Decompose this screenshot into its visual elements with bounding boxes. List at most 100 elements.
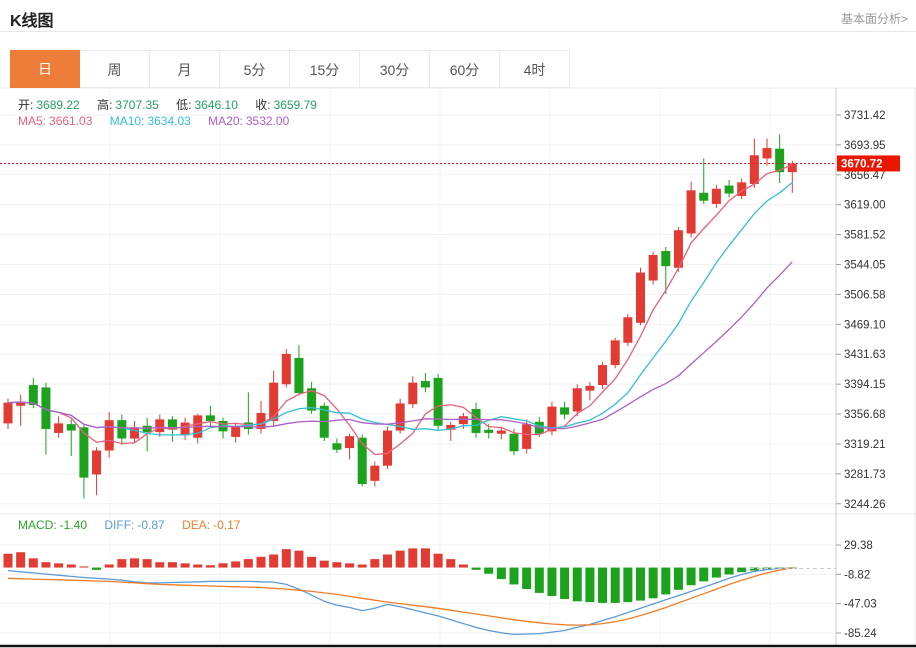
- macd-bar: [345, 563, 355, 568]
- candle-body: [155, 419, 165, 433]
- tab-30分[interactable]: 30分: [360, 50, 430, 88]
- y-axis-label: 3506.58: [844, 289, 886, 301]
- y-axis-label: 3356.68: [844, 409, 886, 421]
- diff-info: DIFF: -0.87: [104, 518, 164, 532]
- ma20-label: MA20:: [208, 114, 243, 128]
- low-label: 低:: [176, 98, 192, 112]
- macd-bar: [623, 567, 633, 603]
- macd-bar: [648, 567, 658, 599]
- tab-5分[interactable]: 5分: [220, 50, 290, 88]
- tab-60分[interactable]: 60分: [430, 50, 500, 88]
- candle-body: [16, 401, 26, 406]
- macd-bar: [130, 558, 139, 568]
- ma-info-row: MA5: 3661.03 MA10: 3634.03 MA20: 3532.00: [18, 114, 303, 128]
- macd-bar: [294, 550, 304, 568]
- y-axis-label: 3244.26: [844, 499, 886, 511]
- y-axis-label: 3431.63: [844, 349, 886, 361]
- macd-bar: [357, 564, 367, 568]
- candle-body: [231, 426, 241, 437]
- y-axis-label: 3544.05: [844, 260, 886, 272]
- ma5-line: [7, 163, 793, 456]
- dea-line: [7, 567, 793, 626]
- macd-bar: [686, 567, 696, 586]
- macd-bar: [433, 553, 443, 568]
- macd-bar: [408, 548, 418, 568]
- ma5-info: MA5: 3661.03: [18, 114, 92, 128]
- candle-body: [560, 407, 570, 415]
- high-info: 高: 3707.35: [97, 98, 159, 112]
- macd-bar: [3, 553, 13, 568]
- candle-body: [585, 385, 595, 391]
- candle-body: [269, 382, 279, 421]
- tab-周[interactable]: 周: [80, 50, 150, 88]
- candle-body: [66, 424, 76, 431]
- candle-body: [420, 381, 430, 388]
- low-info: 低: 3646.10: [176, 98, 238, 112]
- candle-body: [117, 420, 127, 439]
- macd-bar: [458, 564, 468, 568]
- macd-bar: [256, 556, 266, 568]
- candle-body: [370, 465, 380, 481]
- page-title: K线图: [10, 13, 54, 30]
- y-axis-label: 3731.42: [844, 110, 886, 122]
- candle-body: [496, 430, 506, 434]
- macd-bar: [496, 567, 506, 580]
- tab-4时[interactable]: 4时: [500, 50, 570, 88]
- tab-日[interactable]: 日: [10, 50, 80, 88]
- period-tab-bar: 日周月 5分 15分 30分 60分 4时: [10, 50, 570, 88]
- macd-bar: [547, 567, 557, 596]
- candle-body: [522, 424, 532, 449]
- candle-body: [167, 419, 177, 430]
- macd-info-row: MACD: -1.40 DIFF: -0.87 DEA: -0.17: [18, 518, 254, 532]
- macd-bar: [636, 567, 645, 601]
- high-label: 高:: [97, 98, 113, 112]
- candle-body: [130, 427, 139, 439]
- macd-bar: [307, 556, 317, 568]
- candle-body: [281, 353, 291, 385]
- macd-bar: [41, 562, 51, 568]
- candle-body: [28, 385, 38, 406]
- macd-bar: [193, 564, 203, 568]
- candle-body: [673, 230, 683, 268]
- macd-bar: [92, 567, 102, 570]
- macd-axis-label: -85.24: [844, 628, 877, 640]
- candle-body: [307, 388, 317, 411]
- macd-axis-label: -8.82: [844, 569, 870, 581]
- macd-bar: [711, 567, 721, 578]
- ma20-value: 3532.00: [245, 114, 290, 128]
- macd-bar: [218, 563, 228, 568]
- y-axis-label: 3281.73: [844, 469, 886, 481]
- candle-body: [54, 423, 64, 433]
- candle-body: [395, 403, 405, 431]
- macd-bar: [737, 567, 747, 573]
- candle-body: [749, 155, 759, 184]
- macd-bar: [383, 554, 392, 568]
- candle-body: [787, 163, 797, 173]
- macd-bar: [420, 548, 430, 568]
- diff-line: [7, 567, 793, 636]
- ma5-label: MA5:: [18, 114, 47, 128]
- candle-body: [598, 365, 608, 386]
- candle-body: [205, 415, 215, 421]
- tab-月[interactable]: 月: [150, 50, 220, 88]
- fundamental-analysis-link[interactable]: 基本面分析>: [840, 12, 908, 26]
- macd-bar: [446, 559, 456, 568]
- macd-bar: [471, 567, 481, 570]
- candle-body: [762, 148, 772, 159]
- candle-body: [484, 429, 494, 433]
- macd-bar: [28, 558, 38, 568]
- macd-axis-label: -47.03: [844, 599, 877, 611]
- tab-15分[interactable]: 15分: [290, 50, 360, 88]
- candle-body: [79, 427, 89, 478]
- candle-body: [383, 430, 392, 466]
- dea-label: DEA:: [182, 518, 211, 532]
- ma10-info: MA10: 3634.03: [110, 114, 191, 128]
- candle-body: [458, 416, 468, 425]
- macd-bar: [509, 567, 519, 585]
- macd-bar: [572, 567, 582, 602]
- candle-body: [41, 387, 51, 429]
- macd-bar: [281, 549, 291, 568]
- ma10-label: MA10:: [109, 114, 145, 128]
